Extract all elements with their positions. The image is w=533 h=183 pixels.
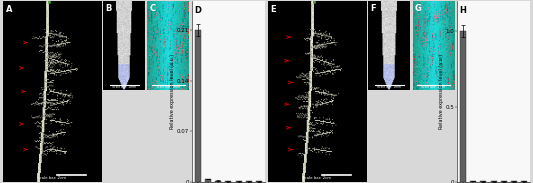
Text: E: E — [271, 5, 276, 14]
Text: D: D — [194, 6, 201, 15]
Bar — [256, 181, 262, 182]
Bar — [225, 181, 231, 182]
Bar — [246, 181, 252, 182]
Text: G: G — [414, 4, 421, 13]
Bar — [215, 181, 221, 182]
Text: B: B — [105, 4, 111, 13]
Y-axis label: Relative expression level (a.u.): Relative expression level (a.u.) — [439, 54, 444, 129]
Text: Scale bar: 1mm: Scale bar: 1mm — [156, 85, 180, 89]
Text: H: H — [459, 6, 466, 15]
Y-axis label: Relative expression level (a.u.): Relative expression level (a.u.) — [170, 54, 175, 129]
Text: Scale bar: 1mm: Scale bar: 1mm — [377, 85, 401, 89]
Bar — [470, 181, 477, 182]
Text: Scale bar: 2cm: Scale bar: 2cm — [302, 176, 332, 180]
Text: Scale bar: 1mm: Scale bar: 1mm — [112, 85, 136, 89]
Bar — [205, 179, 211, 182]
Text: F: F — [370, 4, 376, 13]
Bar — [460, 31, 466, 182]
Bar — [236, 181, 241, 182]
Text: Scale bar: 2cm: Scale bar: 2cm — [37, 176, 66, 180]
Text: Scale bar: 1mm: Scale bar: 1mm — [422, 85, 446, 89]
Text: A: A — [6, 5, 12, 14]
Text: C: C — [149, 4, 155, 13]
Bar — [195, 30, 201, 182]
